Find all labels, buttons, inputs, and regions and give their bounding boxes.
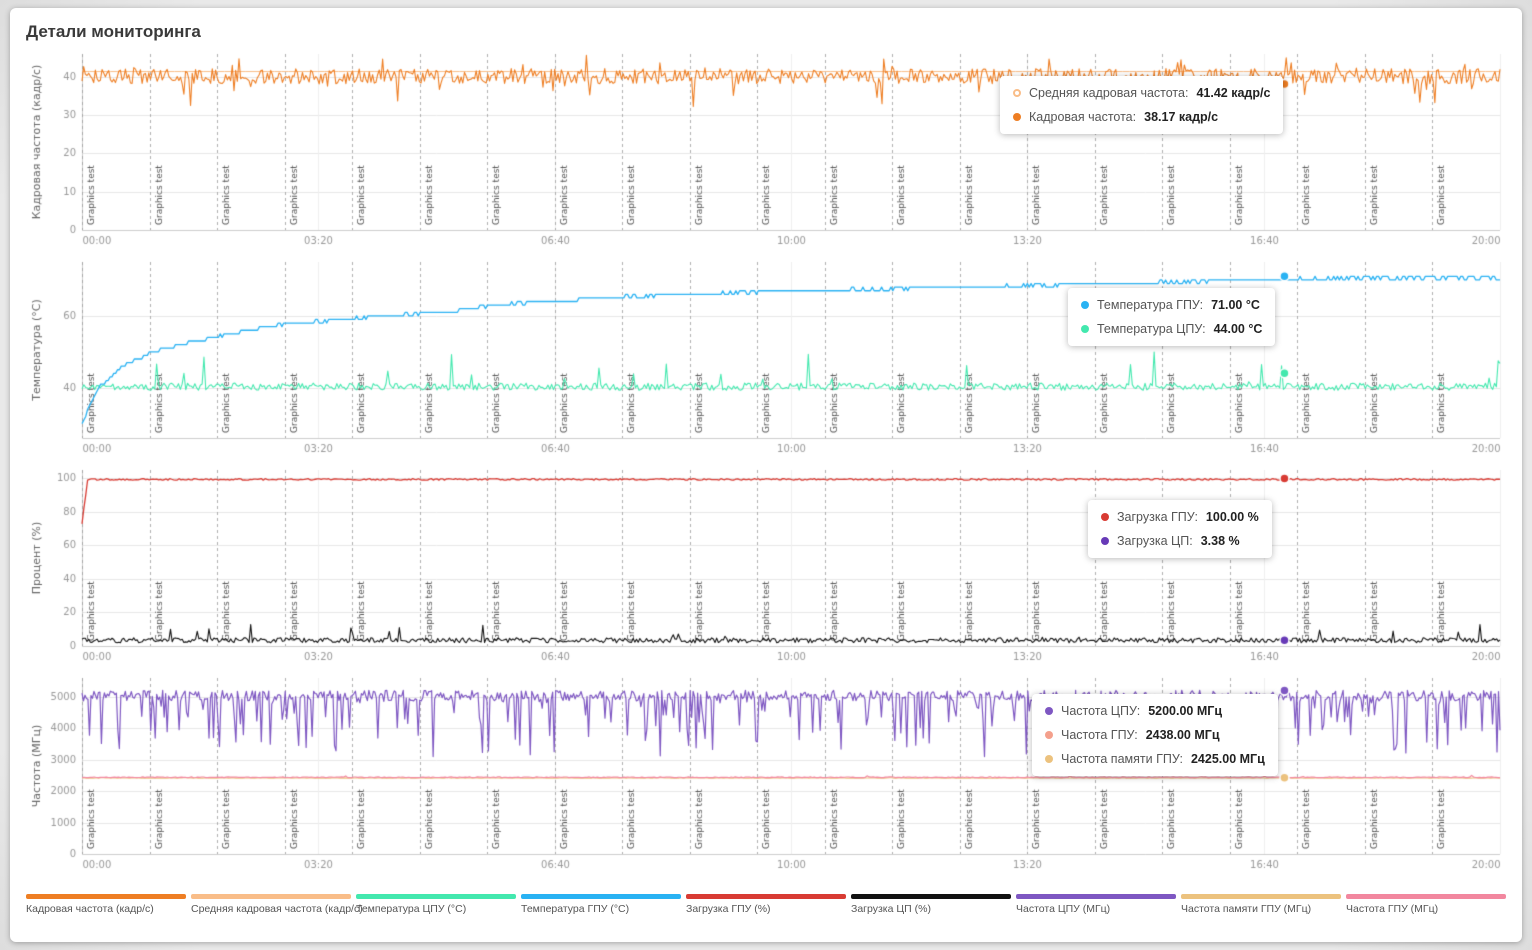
tooltip-label: Температура ГПУ:: [1097, 298, 1204, 312]
load-tooltip: Загрузка ГПУ: 100.00 % Загрузка ЦП: 3.38…: [1088, 500, 1272, 558]
tooltip-value: 71.00 °C: [1211, 298, 1260, 312]
tooltip-value: 2425.00 МГц: [1190, 752, 1265, 766]
legend-swatch: [356, 894, 516, 899]
legend-swatch: [521, 894, 681, 899]
chart-temperature: Температура ГПУ: 71.00 °C Температура ЦП…: [26, 254, 1506, 462]
legend-swatch: [686, 894, 846, 899]
frequency-chart[interactable]: [26, 670, 1506, 878]
page-title: Детали мониторинга: [26, 22, 201, 41]
load-chart[interactable]: [26, 462, 1506, 670]
gpu-mem-freq-dot-icon: [1045, 755, 1053, 763]
tooltip-row: Средняя кадровая частота: 41.42 кадр/с: [1013, 86, 1270, 100]
legend-label: Температура ЦПУ (°C): [356, 903, 467, 915]
tooltip-value: 5200.00 МГц: [1148, 704, 1223, 718]
legend-label: Частота памяти ГПУ (МГц): [1181, 903, 1312, 915]
tooltip-label: Частота ЦПУ:: [1061, 704, 1141, 718]
tooltip-row: Температура ГПУ: 71.00 °C: [1081, 298, 1262, 312]
chart-load: Загрузка ГПУ: 100.00 % Загрузка ЦП: 3.38…: [26, 462, 1506, 670]
legend-swatch: [1016, 894, 1176, 899]
legend-label: Загрузка ГПУ (%): [686, 903, 771, 915]
legend-swatch: [851, 894, 1011, 899]
cpu-freq-dot-icon: [1045, 707, 1053, 715]
legend-label: Температура ГПУ (°C): [521, 903, 630, 915]
tooltip-row: Температура ЦПУ: 44.00 °C: [1081, 322, 1262, 336]
tooltip-row: Загрузка ЦП: 3.38 %: [1101, 534, 1259, 548]
legend-item-cpu-load[interactable]: Загрузка ЦП (%): [851, 894, 1011, 915]
temperature-chart[interactable]: [26, 254, 1506, 462]
legend-label: Частота ГПУ (МГц): [1346, 903, 1439, 915]
temperature-tooltip: Температура ГПУ: 71.00 °C Температура ЦП…: [1068, 288, 1276, 346]
tooltip-row: Частота ЦПУ: 5200.00 МГц: [1045, 704, 1265, 718]
frequency-tooltip: Частота ЦПУ: 5200.00 МГц Частота ГПУ: 24…: [1032, 694, 1278, 776]
framerate-chart[interactable]: [26, 46, 1506, 254]
legend-swatch: [1346, 894, 1506, 899]
gpu-temp-dot-icon: [1081, 301, 1089, 309]
legend-swatch: [191, 894, 351, 899]
legend-label: Загрузка ЦП (%): [851, 903, 931, 915]
legend-swatch: [1181, 894, 1341, 899]
tooltip-label: Частота ГПУ:: [1061, 728, 1138, 742]
legend-item-gpu-freq[interactable]: Частота ГПУ (МГц): [1346, 894, 1506, 915]
tooltip-value: 41.42 кадр/с: [1196, 86, 1271, 100]
tooltip-label: Загрузка ГПУ:: [1117, 510, 1198, 524]
legend-item-gpu-temp[interactable]: Температура ГПУ (°C): [521, 894, 681, 915]
legend-item-cpu-freq[interactable]: Частота ЦПУ (МГц): [1016, 894, 1176, 915]
chart-legend: Кадровая частота (кадр/с) Средняя кадров…: [26, 894, 1506, 915]
framerate-dot-icon: [1013, 113, 1021, 121]
chart-frequency: Частота ЦПУ: 5200.00 МГц Частота ГПУ: 24…: [26, 670, 1506, 878]
gpu-load-dot-icon: [1101, 513, 1109, 521]
chart-framerate: Средняя кадровая частота: 41.42 кадр/с К…: [26, 46, 1506, 254]
tooltip-value: 2438.00 МГц: [1145, 728, 1220, 742]
tooltip-value: 38.17 кадр/с: [1144, 110, 1219, 124]
legend-item-avg-framerate[interactable]: Средняя кадровая частота (кадр/с): [191, 894, 363, 915]
tooltip-row: Загрузка ГПУ: 100.00 %: [1101, 510, 1259, 524]
legend-label: Средняя кадровая частота (кадр/с): [191, 903, 363, 915]
cpu-load-dot-icon: [1101, 537, 1109, 545]
legend-label: Кадровая частота (кадр/с): [26, 903, 154, 915]
legend-item-gpu-load[interactable]: Загрузка ГПУ (%): [686, 894, 846, 915]
tooltip-value: 100.00 %: [1205, 510, 1259, 524]
cpu-temp-dot-icon: [1081, 325, 1089, 333]
tooltip-label: Частота памяти ГПУ:: [1061, 752, 1183, 766]
tooltip-row: Частота памяти ГПУ: 2425.00 МГц: [1045, 752, 1265, 766]
legend-item-cpu-temp[interactable]: Температура ЦПУ (°C): [356, 894, 516, 915]
monitoring-details-card: Детали мониторинга Средняя кадровая част…: [10, 8, 1522, 942]
gpu-freq-dot-icon: [1045, 731, 1053, 739]
legend-item-framerate[interactable]: Кадровая частота (кадр/с): [26, 894, 186, 915]
legend-swatch: [26, 894, 186, 899]
legend-item-gpu-mem-freq[interactable]: Частота памяти ГПУ (МГц): [1181, 894, 1341, 915]
framerate-tooltip: Средняя кадровая частота: 41.42 кадр/с К…: [1000, 76, 1284, 134]
tooltip-label: Загрузка ЦП:: [1117, 534, 1193, 548]
tooltip-row: Кадровая частота: 38.17 кадр/с: [1013, 110, 1270, 124]
tooltip-label: Средняя кадровая частота:: [1029, 86, 1189, 100]
tooltip-row: Частота ГПУ: 2438.00 МГц: [1045, 728, 1265, 742]
tooltip-label: Кадровая частота:: [1029, 110, 1137, 124]
tooltip-value: 44.00 °C: [1213, 322, 1263, 336]
tooltip-value: 3.38 %: [1200, 534, 1240, 548]
tooltip-label: Температура ЦПУ:: [1097, 322, 1206, 336]
legend-label: Частота ЦПУ (МГц): [1016, 903, 1111, 915]
avg-framerate-dot-icon: [1013, 89, 1021, 97]
